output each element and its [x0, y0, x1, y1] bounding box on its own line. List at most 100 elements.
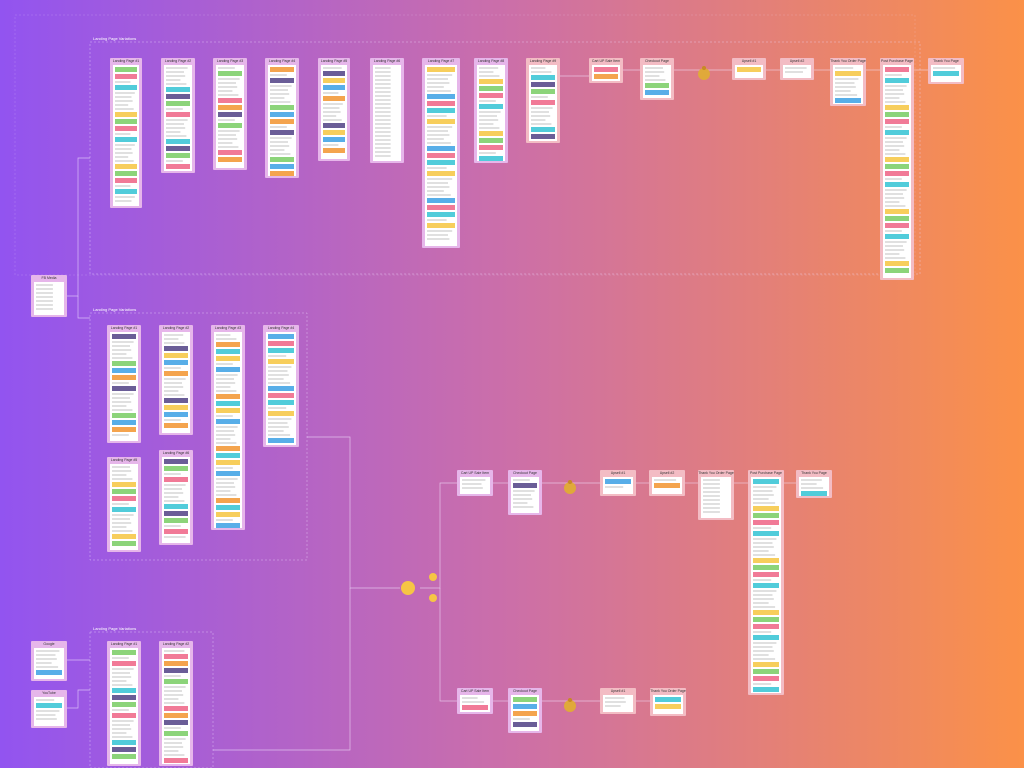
- card-label: Upsell #2: [660, 471, 675, 475]
- preview-block: [885, 97, 900, 99]
- preview-block: [36, 710, 60, 712]
- preview-block: [216, 426, 238, 428]
- preview-block: [164, 706, 188, 711]
- preview-block: [268, 400, 294, 405]
- preview-block: [375, 95, 391, 97]
- preview-block: [885, 112, 909, 117]
- page-card: Landing Page #5: [107, 457, 141, 552]
- page-card: Landing Page #7: [422, 58, 460, 248]
- preview-block: [753, 669, 779, 674]
- preview-block: [268, 422, 288, 424]
- preview-block: [164, 338, 179, 340]
- page-card: Cart UP Sale Item: [589, 58, 623, 83]
- preview-block: [164, 536, 186, 538]
- preview-block: [427, 86, 444, 88]
- preview-block: [115, 108, 134, 110]
- preview-block: [375, 75, 391, 77]
- preview-block: [216, 446, 240, 451]
- preview-block: [166, 108, 183, 110]
- preview-block: [164, 713, 188, 718]
- preview-block: [115, 119, 137, 124]
- card-label: Post Purchase Page: [881, 59, 913, 63]
- preview-block: [645, 71, 665, 73]
- preview-block: [115, 96, 132, 98]
- preview-block: [885, 253, 900, 255]
- preview-block: [270, 105, 294, 110]
- preview-block: [36, 288, 53, 290]
- preview-block: [270, 126, 287, 128]
- preview-block: [753, 572, 779, 577]
- preview-block: [36, 284, 53, 286]
- preview-block: [166, 139, 190, 144]
- preview-block: [270, 137, 292, 139]
- thinking-icon: [401, 581, 415, 595]
- preview-block: [164, 650, 185, 652]
- preview-block: [36, 300, 53, 302]
- preview-block: [835, 67, 854, 69]
- preview-block: [218, 98, 242, 103]
- preview-block: [753, 554, 776, 556]
- preview-block: [427, 194, 451, 196]
- preview-block: [323, 148, 345, 153]
- card-label: Upsell #1: [611, 689, 626, 693]
- preview-block: [885, 67, 909, 72]
- preview-block: [427, 167, 447, 169]
- preview-block: [115, 100, 133, 102]
- preview-block: [268, 370, 288, 372]
- preview-block: [753, 654, 769, 656]
- preview-block: [268, 430, 284, 432]
- money-bag-top: [568, 480, 572, 484]
- preview-block: [885, 74, 902, 76]
- preview-block: [703, 487, 720, 489]
- money-bag-top: [568, 698, 572, 702]
- preview-block: [427, 238, 450, 240]
- card-label: Upsell #1: [611, 471, 626, 475]
- preview-block: [112, 702, 136, 707]
- card-label: Upsell #2: [790, 59, 805, 63]
- preview-block: [164, 529, 188, 534]
- preview-block: [427, 146, 455, 151]
- preview-block: [164, 754, 185, 756]
- page-card: Upsell #1: [600, 688, 636, 714]
- preview-block: [218, 146, 239, 148]
- preview-block: [753, 583, 779, 588]
- preview-block: [112, 680, 127, 682]
- preview-block: [375, 131, 391, 133]
- preview-block: [375, 123, 391, 125]
- preview-block: [164, 686, 186, 688]
- preview-block: [164, 386, 184, 388]
- preview-block: [753, 650, 774, 652]
- preview-block: [427, 212, 455, 217]
- preview-block: [112, 397, 130, 399]
- preview-block: [216, 390, 237, 392]
- preview-block: [531, 82, 555, 87]
- preview-block: [594, 74, 618, 79]
- card-label: Landing Page #4: [268, 326, 295, 330]
- preview-block: [268, 426, 289, 428]
- preview-block: [166, 83, 187, 85]
- preview-block: [427, 219, 447, 221]
- preview-block: [427, 90, 451, 92]
- preview-block: [164, 702, 185, 704]
- preview-block: [375, 111, 391, 113]
- preview-block: [112, 470, 132, 472]
- page-card: Checkout Page: [640, 58, 674, 100]
- preview-block: [164, 398, 188, 403]
- preview-block: [835, 94, 858, 96]
- preview-block: [753, 506, 779, 511]
- preview-block: [427, 171, 455, 176]
- card-label: Upsell #1: [742, 59, 757, 63]
- preview-block: [164, 750, 179, 752]
- preview-block: [933, 67, 956, 69]
- preview-block: [270, 78, 294, 83]
- preview-block: [513, 697, 537, 702]
- preview-block: [885, 105, 909, 110]
- preview-block: [164, 484, 186, 486]
- preview-block: [164, 738, 186, 740]
- money-bag-top: [702, 66, 706, 70]
- preview-block: [268, 378, 284, 380]
- preview-block: [513, 490, 535, 492]
- preview-block: [753, 606, 776, 608]
- preview-block: [166, 127, 186, 129]
